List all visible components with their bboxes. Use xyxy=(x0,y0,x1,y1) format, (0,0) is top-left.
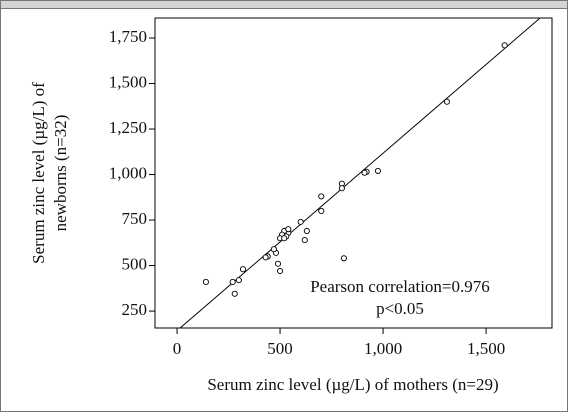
point xyxy=(318,193,325,200)
y-tick-label: 1,000 xyxy=(109,163,147,182)
plot-area xyxy=(154,17,553,329)
point xyxy=(281,235,288,242)
point xyxy=(338,185,345,192)
y-tick-label: 1,500 xyxy=(109,72,147,91)
point xyxy=(374,167,381,174)
annotation: Pearson correlation=0.976 xyxy=(310,277,490,296)
point xyxy=(235,277,242,284)
point xyxy=(501,42,508,49)
x-axis-label: Serum zinc level (µg/L) of mothers (n=29… xyxy=(207,375,498,394)
point xyxy=(229,278,236,285)
point xyxy=(277,267,284,275)
point xyxy=(340,255,347,262)
x-tick-label: 0 xyxy=(173,339,182,358)
y-tick-label: 250 xyxy=(122,300,148,319)
x-tick-label: 1,500 xyxy=(467,339,505,358)
point xyxy=(318,207,325,215)
trend-line xyxy=(179,17,541,329)
point xyxy=(297,218,304,225)
y-tick-label: 500 xyxy=(122,254,148,273)
y-axis-label: newborns (n=32) xyxy=(51,115,70,232)
point xyxy=(270,246,277,253)
point xyxy=(274,260,282,267)
point xyxy=(361,169,368,176)
y-axis-label: Serum zinc level (µg/L) of xyxy=(29,82,48,264)
point xyxy=(231,290,238,297)
point xyxy=(443,98,450,105)
y-tick-label: 750 xyxy=(122,209,148,228)
point xyxy=(262,254,269,261)
x-tick-label: 500 xyxy=(267,339,293,358)
point xyxy=(285,226,292,233)
y-tick-label: 1,250 xyxy=(109,118,147,137)
x-tick-label: 1,000 xyxy=(364,339,402,358)
point xyxy=(202,278,209,285)
annotation: p<0.05 xyxy=(376,299,424,318)
point xyxy=(303,227,310,235)
point xyxy=(301,237,308,244)
header-band xyxy=(0,0,568,9)
point xyxy=(239,266,247,273)
y-tick-label: 1,750 xyxy=(109,27,147,46)
